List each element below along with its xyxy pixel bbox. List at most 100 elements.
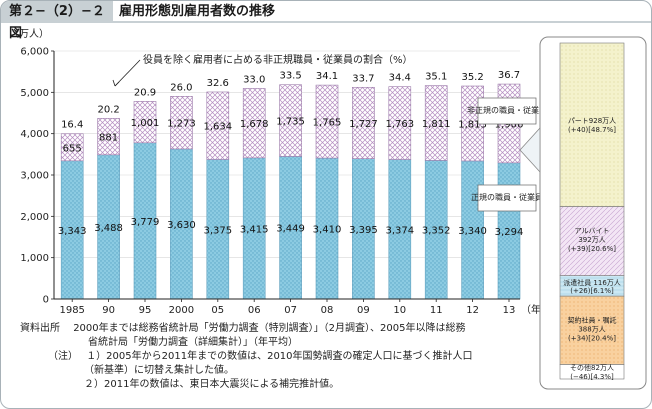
x-tick-label: 11	[430, 305, 443, 316]
source-label: 資料出所	[20, 323, 60, 334]
legend-nonregular-label: 非正規の職員・従業員	[467, 105, 547, 115]
ratio-label: 16.4	[61, 120, 83, 131]
legend-regular-callout: 正規の職員・従業員	[471, 184, 543, 212]
bar-label-nonregular: 1,813	[458, 119, 487, 130]
breakdown-segment	[559, 295, 625, 365]
y-axis-unit: （万人）	[9, 28, 49, 40]
breakdown-label: (+26)[6.1%]	[570, 287, 614, 295]
bar-label-regular: 3,374	[385, 225, 414, 236]
x-tick-label: 1985	[59, 305, 84, 316]
ratio-label: 20.2	[97, 104, 119, 115]
bar-label-regular: 3,340	[458, 226, 487, 237]
y-tick-label: 6,000	[20, 47, 49, 58]
source-text-2: 省統計局「労働力調査（詳細集計）」（年平均）	[88, 337, 298, 348]
breakdown-label: その他82万人	[570, 363, 614, 372]
ratio-label: 33.7	[352, 73, 374, 84]
ratio-label: 33.0	[243, 74, 265, 85]
ratio-label: 20.9	[134, 87, 156, 98]
x-tick-label: 13	[503, 305, 516, 316]
x-tick-label: 95	[139, 305, 152, 316]
ratio-series-title: 役員を除く雇用者に占める非正規職員・従業員の割合（%）	[143, 53, 413, 66]
header-underline	[113, 21, 651, 23]
ratio-title-leader	[114, 59, 141, 87]
ratio-label: 33.5	[279, 71, 301, 82]
x-tick-label: 12	[466, 305, 479, 316]
bar-label-nonregular: 881	[99, 133, 118, 144]
note1-text-1: １）2005年から2011年までの数値は、2010年国勢調査の確定人口に基づく推…	[86, 351, 473, 362]
bar-label-regular: 3,352	[422, 226, 451, 237]
ratio-label: 26.0	[170, 82, 192, 93]
ratio-label: 32.6	[207, 78, 229, 89]
source-row: 資料出所 2000年までは総務省統計局「労働力調査（特別調査）」（2月調査）、2…	[20, 322, 473, 336]
bar-nonregular	[279, 84, 302, 157]
breakdown-2013-panel: パート928万人(+40)[48.7%] アルバイト392万人(+39)[20.6…	[519, 36, 647, 390]
bar-label-nonregular: 1,735	[276, 117, 305, 128]
bar-label-regular: 3,488	[94, 223, 123, 234]
bar-label-regular: 3,630	[167, 220, 196, 231]
breakdown-segment	[559, 206, 625, 276]
notes-block: 資料出所 2000年までは総務省統計局「労働力調査（特別調査）」（2月調査）、2…	[20, 322, 473, 392]
bar-nonregular	[352, 86, 375, 159]
x-tick-label: 90	[102, 305, 115, 316]
x-tick-label: 09	[357, 305, 370, 316]
bar-nonregular	[315, 84, 339, 159]
bar-label-regular: 3,415	[240, 224, 269, 235]
ratio-label: 34.4	[389, 73, 411, 84]
note2-text: ２）2011年の数値は、東日本大震災による補完推計値。	[84, 379, 340, 390]
breakdown-segment	[559, 364, 625, 380]
breakdown-label: 392万人	[578, 236, 605, 244]
breakdown-label: 388万人	[578, 325, 605, 333]
ratio-label: 35.1	[425, 72, 447, 83]
legend-nonregular-callout: 非正規の職員・従業員	[467, 97, 547, 125]
x-tick-label: 07	[284, 305, 297, 316]
bar-label-nonregular: 1,678	[240, 119, 269, 130]
bar-label-nonregular: 1,906	[495, 119, 524, 130]
breakdown-connector	[519, 126, 541, 174]
breakdown-label: (+39)[20.6%]	[568, 245, 616, 253]
bar-nonregular	[97, 118, 120, 156]
x-tick-label: 06	[248, 305, 261, 316]
bar-label-nonregular: 1,001	[131, 118, 160, 129]
bar-nonregular	[242, 88, 266, 159]
x-tick-label: 10	[393, 305, 406, 316]
breakdown-segment	[559, 42, 625, 207]
bar-label-nonregular: 1,763	[385, 119, 414, 130]
bar-label-nonregular: 1,634	[203, 122, 232, 133]
breakdown-label: 契約社員・嘱託	[568, 315, 617, 324]
bar-label-nonregular: 1,727	[349, 119, 378, 130]
bar-label-regular: 3,294	[495, 227, 524, 238]
bar-nonregular	[170, 96, 193, 150]
bar-nonregular	[133, 101, 157, 144]
ratio-label: 34.1	[316, 71, 338, 82]
bar-nonregular	[60, 133, 84, 162]
y-tick-label: 0	[43, 295, 49, 306]
bar-label-regular: 3,343	[58, 226, 87, 237]
bar-label-regular: 3,395	[349, 225, 378, 236]
breakdown-label: 派遣社員 116万人	[563, 278, 621, 287]
breakdown-label: (+40)[48.7%]	[568, 126, 616, 134]
y-tick-label: 4,000	[20, 129, 49, 140]
bar-label-nonregular: 1,765	[313, 118, 342, 129]
bar-nonregular	[424, 85, 448, 161]
bar-nonregular	[206, 91, 230, 160]
breakdown-label: アルバイト	[575, 227, 610, 235]
note1-text-2: （新基準）に切替え集計した値。	[84, 365, 234, 376]
y-tick-label: 3,000	[20, 171, 49, 182]
bar-label-nonregular: 1,273	[167, 119, 196, 130]
y-tick-label: 5,000	[20, 88, 49, 99]
note-label: （注）	[48, 351, 73, 362]
bar-label-nonregular: 655	[63, 143, 82, 154]
figure-label: 第２−（2）−２図	[1, 1, 113, 41]
figure-title: 雇用形態別雇用者数の推移	[119, 4, 276, 19]
x-tick-label: 08	[321, 305, 334, 316]
x-tick-label: 05	[211, 305, 224, 316]
y-tick-label: 1,000	[20, 253, 49, 264]
source-text-1: 2000年までは総務省統計局「労働力調査（特別調査）」（2月調査）、2005年以…	[73, 323, 466, 334]
breakdown-label: (−46)[4.3%]	[570, 373, 614, 381]
bar-nonregular	[388, 86, 412, 160]
bar-label-regular: 3,375	[203, 225, 232, 236]
x-tick-label: 2000	[169, 305, 194, 316]
y-tick-label: 2,000	[20, 212, 49, 223]
ratio-label: 35.2	[461, 72, 483, 83]
